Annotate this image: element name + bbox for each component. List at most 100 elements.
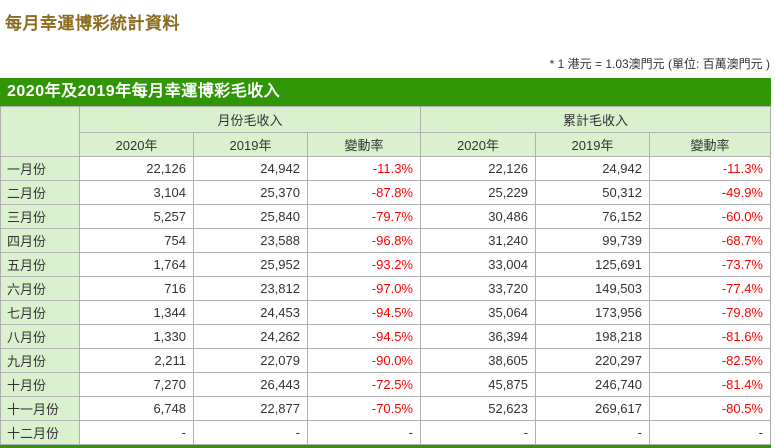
cumulative-change-value: -11.3% <box>649 156 771 181</box>
statistics-table-container: 2020年及2019年每月幸運博彩毛收入 月份毛收入 累計毛收入 2020年 2… <box>0 78 771 448</box>
monthly-2020-value: 7,270 <box>79 372 194 397</box>
table-row: 一月份 22,126 24,942 -11.3% 22,126 24,942 -… <box>0 156 771 181</box>
group-header-monthly: 月份毛收入 <box>79 106 421 133</box>
monthly-2020-value: 6,748 <box>79 396 194 421</box>
cumulative-2020-value: 36,394 <box>420 324 536 349</box>
cumulative-change-header: 變動率 <box>649 132 771 157</box>
cumulative-2020-value: 22,126 <box>420 156 536 181</box>
table-row: 六月份 716 23,812 -97.0% 33,720 149,503 -77… <box>0 276 771 301</box>
monthly-2020-value: 1,330 <box>79 324 194 349</box>
cumulative-2019-value: 220,297 <box>535 348 650 373</box>
monthly-change-value: -93.2% <box>307 252 421 277</box>
monthly-2020-value: 1,764 <box>79 252 194 277</box>
month-label: 八月份 <box>0 324 80 349</box>
cumulative-2019-value: 246,740 <box>535 372 650 397</box>
table-body: 一月份 22,126 24,942 -11.3% 22,126 24,942 -… <box>0 156 771 445</box>
monthly-2020-header: 2020年 <box>79 132 194 157</box>
corner-cell <box>0 106 80 157</box>
cumulative-2020-value: 45,875 <box>420 372 536 397</box>
cumulative-change-value: -81.6% <box>649 324 771 349</box>
month-label: 十月份 <box>0 372 80 397</box>
monthly-2020-value: 2,211 <box>79 348 194 373</box>
monthly-change-value: -87.8% <box>307 180 421 205</box>
month-label: 二月份 <box>0 180 80 205</box>
month-label: 一月份 <box>0 156 80 181</box>
monthly-change-value: -79.7% <box>307 204 421 229</box>
cumulative-2019-value: 173,956 <box>535 300 650 325</box>
cumulative-change-value: -68.7% <box>649 228 771 253</box>
cumulative-2019-value: 198,218 <box>535 324 650 349</box>
monthly-2019-value: 24,453 <box>193 300 308 325</box>
monthly-change-value: -96.8% <box>307 228 421 253</box>
monthly-2020-value: 3,104 <box>79 180 194 205</box>
month-label: 十一月份 <box>0 396 80 421</box>
monthly-2020-value: 1,344 <box>79 300 194 325</box>
monthly-change-value: -90.0% <box>307 348 421 373</box>
cumulative-2019-value: 269,617 <box>535 396 650 421</box>
month-label: 五月份 <box>0 252 80 277</box>
cumulative-2020-value: - <box>420 420 536 445</box>
cumulative-2019-value: 99,739 <box>535 228 650 253</box>
month-label: 四月份 <box>0 228 80 253</box>
cumulative-2020-value: 25,229 <box>420 180 536 205</box>
monthly-2020-value: 716 <box>79 276 194 301</box>
page-title: 每月幸運博彩統計資料 <box>5 14 180 33</box>
monthly-2019-value: 24,942 <box>193 156 308 181</box>
monthly-2020-value: - <box>79 420 194 445</box>
cumulative-change-value: -73.7% <box>649 252 771 277</box>
cumulative-change-value: - <box>649 420 771 445</box>
monthly-2019-value: 22,877 <box>193 396 308 421</box>
cumulative-2020-value: 35,064 <box>420 300 536 325</box>
table-row: 九月份 2,211 22,079 -90.0% 38,605 220,297 -… <box>0 348 771 373</box>
table-row: 五月份 1,764 25,952 -93.2% 33,004 125,691 -… <box>0 252 771 277</box>
cumulative-2020-value: 33,720 <box>420 276 536 301</box>
cumulative-2019-value: 50,312 <box>535 180 650 205</box>
table-row: 二月份 3,104 25,370 -87.8% 25,229 50,312 -4… <box>0 180 771 205</box>
cumulative-2019-value: 125,691 <box>535 252 650 277</box>
monthly-2019-value: - <box>193 420 308 445</box>
monthly-change-value: -94.5% <box>307 324 421 349</box>
cumulative-change-value: -80.5% <box>649 396 771 421</box>
monthly-change-header: 變動率 <box>307 132 421 157</box>
cumulative-change-value: -77.4% <box>649 276 771 301</box>
exchange-rate-note: * 1 港元 = 1.03澳門元 (單位: 百萬澳門元 ) <box>549 57 770 71</box>
monthly-2019-value: 25,840 <box>193 204 308 229</box>
month-label: 六月份 <box>0 276 80 301</box>
cumulative-2020-value: 38,605 <box>420 348 536 373</box>
monthly-2019-value: 24,262 <box>193 324 308 349</box>
cumulative-change-value: -81.4% <box>649 372 771 397</box>
cumulative-2019-value: 149,503 <box>535 276 650 301</box>
cumulative-2020-value: 33,004 <box>420 252 536 277</box>
month-label: 三月份 <box>0 204 80 229</box>
table-caption: 2020年及2019年每月幸運博彩毛收入 <box>0 78 771 106</box>
cumulative-2019-header: 2019年 <box>535 132 650 157</box>
table-row: 十二月份 - - - - - - <box>0 420 771 445</box>
revenue-table: 月份毛收入 累計毛收入 2020年 2019年 變動率 2020年 2019年 … <box>0 106 771 445</box>
month-label: 十二月份 <box>0 420 80 445</box>
cumulative-2020-value: 31,240 <box>420 228 536 253</box>
cumulative-2019-value: 76,152 <box>535 204 650 229</box>
cumulative-change-value: -82.5% <box>649 348 771 373</box>
month-label: 九月份 <box>0 348 80 373</box>
table-row: 十月份 7,270 26,443 -72.5% 45,875 246,740 -… <box>0 372 771 397</box>
monthly-2019-value: 25,370 <box>193 180 308 205</box>
monthly-change-value: -72.5% <box>307 372 421 397</box>
year-header-row: 2020年 2019年 變動率 2020年 2019年 變動率 <box>1 132 771 157</box>
monthly-2019-value: 22,079 <box>193 348 308 373</box>
monthly-change-value: -94.5% <box>307 300 421 325</box>
cumulative-change-value: -60.0% <box>649 204 771 229</box>
monthly-2019-header: 2019年 <box>193 132 308 157</box>
monthly-change-value: -11.3% <box>307 156 421 181</box>
monthly-2020-value: 754 <box>79 228 194 253</box>
table-row: 八月份 1,330 24,262 -94.5% 36,394 198,218 -… <box>0 324 771 349</box>
cumulative-2019-value: 24,942 <box>535 156 650 181</box>
monthly-change-value: -97.0% <box>307 276 421 301</box>
group-header-row: 月份毛收入 累計毛收入 <box>0 106 771 157</box>
cumulative-2020-value: 30,486 <box>420 204 536 229</box>
table-row: 三月份 5,257 25,840 -79.7% 30,486 76,152 -6… <box>0 204 771 229</box>
table-row: 十一月份 6,748 22,877 -70.5% 52,623 269,617 … <box>0 396 771 421</box>
monthly-2019-value: 23,812 <box>193 276 308 301</box>
monthly-2019-value: 25,952 <box>193 252 308 277</box>
cumulative-change-value: -79.8% <box>649 300 771 325</box>
cumulative-2020-value: 52,623 <box>420 396 536 421</box>
